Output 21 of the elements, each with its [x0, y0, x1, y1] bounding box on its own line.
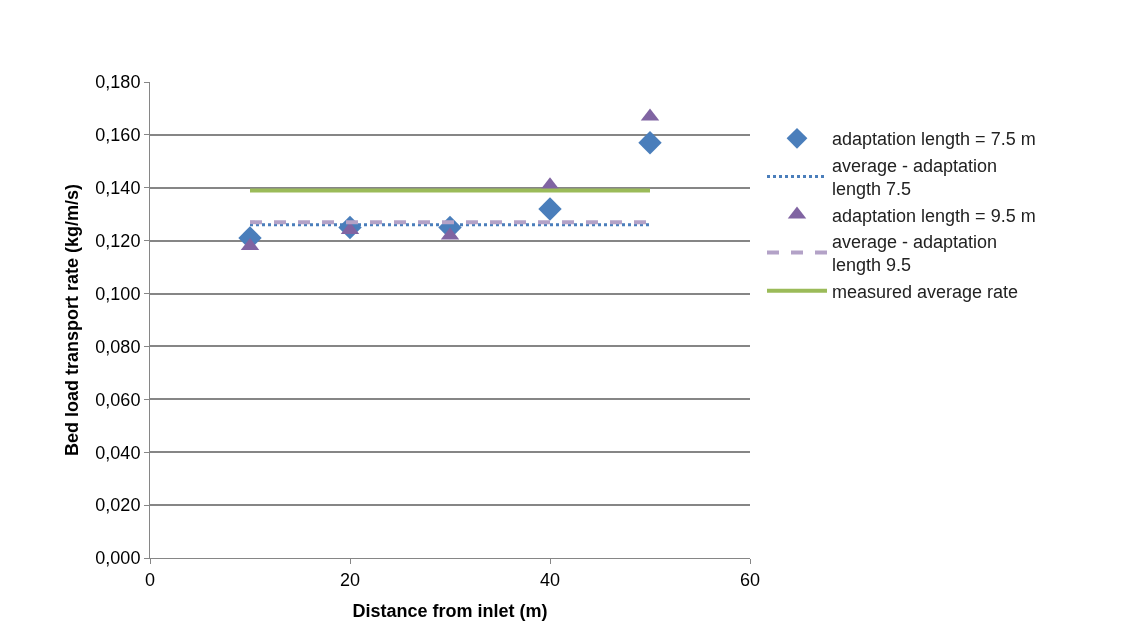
- y-tick-label: 0,060: [95, 389, 141, 410]
- legend-label: measured average rate: [832, 281, 1019, 302]
- y-tick-label: 0,180: [95, 72, 141, 93]
- y-tick-label: 0,160: [95, 125, 141, 146]
- y-tick-label: 0,120: [95, 230, 141, 251]
- y-tick-label: 0,140: [95, 178, 141, 199]
- y-axis-title: Bed load transport rate (kg/m/s): [61, 183, 82, 457]
- y-tick-label: 0,100: [95, 283, 141, 304]
- point: [638, 131, 662, 155]
- x-tick-label: 20: [339, 569, 361, 590]
- x-tick-label: 40: [539, 569, 561, 590]
- legend-label: adaptation length = 7.5 m: [832, 129, 1036, 150]
- x-tick-label: 60: [739, 569, 761, 590]
- x-tick-label: 0: [144, 569, 156, 590]
- y-tick-label: 0,000: [95, 548, 141, 569]
- y-tick-label: 0,080: [95, 336, 141, 357]
- x-axis-title: Distance from inlet (m): [352, 600, 548, 621]
- point: [538, 197, 562, 221]
- y-tick-label: 0,020: [95, 495, 141, 516]
- y-tick-label: 0,040: [95, 442, 141, 463]
- legend-label: adaptation length = 9.5 m: [832, 205, 1036, 226]
